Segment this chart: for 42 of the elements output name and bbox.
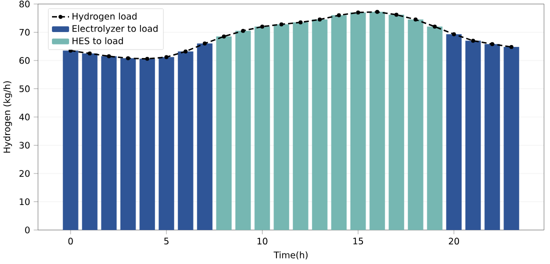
- point: [88, 51, 92, 56]
- y-tick-label: 30: [20, 142, 30, 149]
- point: [452, 32, 456, 36]
- y-tick-label: 60: [19, 57, 30, 64]
- point: [184, 49, 188, 54]
- y-tick-label: 40: [19, 114, 30, 120]
- y-tick-label: 70: [20, 28, 30, 36]
- point: [336, 13, 341, 18]
- point: [106, 54, 111, 58]
- point: [260, 24, 264, 29]
- point: [222, 34, 226, 38]
- point: [241, 28, 246, 33]
- point: [509, 44, 514, 49]
- legend-label: HES to load: [72, 37, 123, 44]
- point: [126, 56, 130, 60]
- x-tick-label: 10: [258, 238, 268, 245]
- point: [356, 10, 360, 14]
- point: [394, 12, 398, 17]
- x-tick-label: 0: [68, 238, 73, 245]
- point: [298, 20, 303, 24]
- x-tick-label: 20: [448, 238, 460, 245]
- y-axis-title: Hydrogen (kg/h): [3, 81, 12, 153]
- y-tick-label: 10: [20, 198, 30, 206]
- y-tick-label: 0: [25, 226, 30, 234]
- legend-label: Hydrogen load: [72, 12, 137, 22]
- point: [279, 22, 284, 26]
- x-axis-title: Time(h): [274, 251, 308, 260]
- point: [414, 18, 418, 22]
- y-tick-label: 50: [20, 85, 30, 92]
- y-tick-label: 20: [19, 170, 30, 177]
- point: [490, 42, 494, 46]
- point: [432, 24, 437, 29]
- y-tick-label: 80: [19, 0, 30, 8]
- x-tick-label: 5: [164, 238, 168, 244]
- point: [318, 18, 322, 22]
- legend-label: Electrolyzer to load: [72, 25, 158, 34]
- point: [471, 38, 476, 43]
- point: [202, 42, 207, 46]
- x-tick-label: 15: [353, 238, 364, 244]
- point: [375, 10, 380, 14]
- point: [145, 56, 150, 61]
- point: [164, 55, 168, 60]
